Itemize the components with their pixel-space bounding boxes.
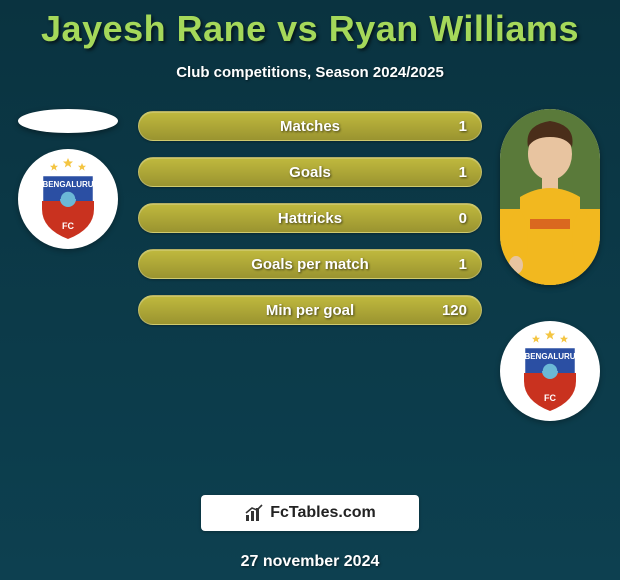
stat-value-right: 1: [459, 118, 467, 135]
right-player-photo: [500, 109, 600, 285]
left-player-photo-placeholder: [18, 109, 118, 133]
right-club-logo: BENGALURU FC: [500, 321, 600, 421]
stat-label: Goals: [139, 164, 481, 181]
stat-label: Hattricks: [139, 210, 481, 227]
chart-icon: [244, 503, 264, 523]
right-player-column: BENGALURU FC: [490, 109, 610, 421]
stat-bars: Matches 1 Goals 1 Hattricks 0 Goals per …: [138, 111, 482, 341]
stat-row-goals: Goals 1: [138, 157, 482, 187]
left-club-logo: BENGALURU FC: [18, 149, 118, 249]
brand-text: FcTables.com: [270, 504, 376, 522]
stat-value-right: 120: [442, 302, 467, 319]
stat-row-matches: Matches 1: [138, 111, 482, 141]
stat-value-right: 1: [459, 256, 467, 273]
stat-label: Goals per match: [139, 256, 481, 273]
stat-row-gpm: Goals per match 1: [138, 249, 482, 279]
stat-value-right: 1: [459, 164, 467, 181]
svg-text:BENGALURU: BENGALURU: [524, 352, 575, 361]
content-area: BENGALURU FC Matches 1 Goals 1 Hattricks…: [0, 109, 620, 429]
stat-label: Matches: [139, 118, 481, 135]
subtitle: Club competitions, Season 2024/2025: [0, 64, 620, 81]
infographic-container: Jayesh Rane vs Ryan Williams Club compet…: [0, 0, 620, 580]
stat-row-mpg: Min per goal 120: [138, 295, 482, 325]
infographic-date: 27 november 2024: [0, 553, 620, 571]
svg-text:FC: FC: [544, 393, 556, 403]
stat-row-hattricks: Hattricks 0: [138, 203, 482, 233]
svg-text:BENGALURU: BENGALURU: [42, 180, 93, 189]
brand-logo-box: FcTables.com: [201, 495, 419, 531]
svg-text:FC: FC: [62, 221, 74, 231]
comparison-title: Jayesh Rane vs Ryan Williams: [0, 8, 620, 50]
stat-value-right: 0: [459, 210, 467, 227]
left-player-column: BENGALURU FC: [8, 109, 128, 249]
stat-label: Min per goal: [139, 302, 481, 319]
